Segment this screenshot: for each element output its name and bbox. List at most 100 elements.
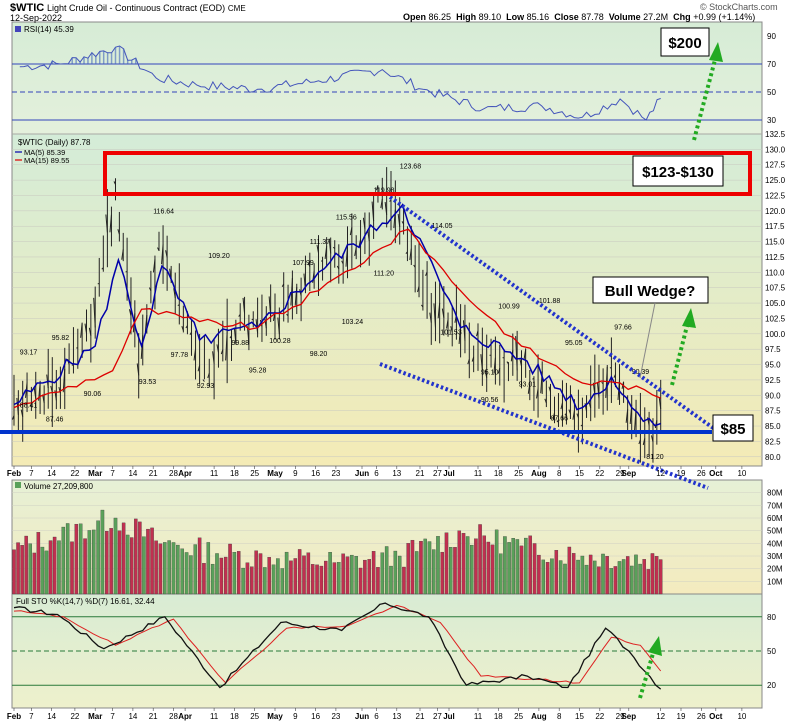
price-value-label: 97.66 (614, 325, 632, 332)
price-bar-open (544, 398, 547, 404)
price-bar-open (413, 264, 416, 268)
price-bar-open (50, 385, 53, 393)
price-bar-open (588, 402, 592, 409)
volume-bar (48, 540, 53, 595)
x-tick-label: 21 (149, 712, 158, 721)
x-tick-label: 29 (616, 469, 625, 478)
price-bar-open (173, 288, 176, 298)
volume-bar (482, 535, 486, 595)
volume-bar (397, 555, 402, 595)
volume-bar (478, 524, 482, 595)
volume-bar (554, 550, 559, 595)
price-bar-open (128, 309, 132, 316)
price-series (12, 167, 662, 463)
volume-bar (78, 523, 83, 595)
volume-bar (52, 536, 57, 595)
price-bar-open (576, 413, 579, 418)
volume-bar (202, 563, 206, 595)
price-bar-open (238, 314, 241, 317)
x-tick-label: 7 (110, 469, 115, 478)
volume-bar (223, 556, 228, 595)
x-tick-label: 25 (250, 469, 259, 478)
price-bar-open (101, 267, 104, 270)
price-bar-open (654, 420, 658, 429)
volume-bar (28, 543, 32, 595)
x-tick-label: 11 (210, 469, 219, 478)
x-tick-label: 10 (737, 469, 746, 478)
sto-d-line (13, 604, 662, 684)
x-tick-label: Oct (709, 712, 723, 721)
volume-bar (345, 556, 350, 595)
price-bar-open (294, 286, 298, 306)
volume-bar (184, 552, 189, 595)
price-tick-label: 122.5 (765, 191, 786, 200)
price-value-label: 93.01 (519, 382, 537, 389)
volume-tick-label: 60M (767, 514, 783, 523)
price-bar-open (437, 302, 441, 319)
price-value-label: 88.41 (20, 403, 38, 410)
price-bar-open (197, 365, 201, 372)
x-tick-label: 15 (575, 712, 584, 721)
volume-bar (241, 567, 245, 595)
price-tick-label: 117.5 (765, 222, 785, 231)
volume-bar (100, 509, 105, 595)
price-tick-label: 100.0 (765, 330, 786, 339)
volume-bar (642, 559, 646, 595)
volume-bar (263, 567, 267, 595)
volume-bar (537, 554, 541, 595)
volume-tick-label: 30M (767, 552, 783, 561)
price-bar-open (476, 330, 479, 337)
volume-bar (24, 535, 28, 595)
volume-bar (150, 527, 154, 595)
price-bar-open (471, 356, 475, 362)
price-bar-open (564, 413, 567, 416)
price-bar-open (212, 351, 215, 364)
x-tick-label: 27 (433, 712, 442, 721)
price-tick-label: 85.0 (765, 422, 781, 431)
price-bar-open (420, 304, 424, 308)
wedge-lower-line (379, 362, 709, 490)
volume-bar (630, 565, 634, 595)
price-bar-open (613, 374, 616, 378)
volume-bar (609, 568, 613, 595)
volume-bar (83, 538, 87, 595)
volume-bar (271, 564, 276, 595)
price-bar-open (354, 247, 357, 257)
x-tick-label: Apr (178, 469, 192, 478)
volume-bar (358, 567, 363, 595)
price-value-label: 100.99 (498, 304, 520, 311)
price-bar-open (548, 386, 551, 392)
price-bar-open (358, 239, 362, 247)
price-bar-open (519, 359, 522, 367)
price-value-label: 98.20 (310, 351, 328, 358)
x-tick-label: 7 (29, 712, 34, 721)
volume-bar (12, 549, 16, 595)
x-tick-label: 12 (656, 469, 665, 478)
x-tick-label: 23 (331, 712, 340, 721)
volume-bar (280, 568, 284, 595)
volume-bar (171, 542, 176, 595)
volume-bar (593, 560, 597, 595)
arrow-up-icon (692, 42, 723, 141)
volume-bar (92, 529, 96, 595)
volume-tick-label: 50M (767, 527, 783, 536)
volume-bar (528, 535, 532, 595)
volume-bar (293, 558, 298, 595)
volume-bar (315, 564, 319, 595)
price-bar-open (484, 370, 488, 378)
price-bar-open (341, 260, 344, 265)
price-tick-label: 92.5 (765, 376, 781, 385)
volume-bar (354, 556, 358, 595)
volume-bar (423, 538, 427, 595)
volume-bar (328, 552, 332, 595)
volume-bar (32, 552, 37, 595)
price-value-label: 109.20 (208, 253, 230, 260)
price-value-label: 95.82 (52, 335, 70, 342)
price-bar-open (113, 181, 116, 185)
price-value-label: 97.78 (171, 352, 189, 359)
x-tick-label: 22 (70, 712, 79, 721)
x-tick-label: Feb (7, 469, 21, 478)
volume-bar (444, 532, 449, 595)
volume-bar (134, 518, 138, 595)
volume-bar (113, 517, 118, 595)
